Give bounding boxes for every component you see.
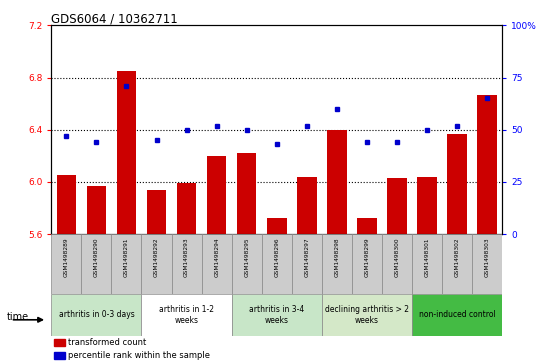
Bar [147, 190, 166, 234]
Bar [117, 71, 136, 234]
Text: arthritis in 3-4
weeks: arthritis in 3-4 weeks [249, 305, 305, 325]
Bar [327, 130, 347, 234]
Bar [201, 234, 232, 294]
Text: non-induced control: non-induced control [418, 310, 496, 319]
Text: GSM1498297: GSM1498297 [305, 237, 309, 277]
Text: GSM1498301: GSM1498301 [424, 237, 429, 277]
Bar [412, 294, 502, 336]
Bar [357, 219, 377, 234]
Text: GSM1498298: GSM1498298 [334, 237, 339, 277]
Text: GSM1498291: GSM1498291 [124, 237, 129, 277]
Bar [57, 175, 76, 234]
Text: GSM1498289: GSM1498289 [64, 237, 69, 277]
Bar [322, 234, 352, 294]
Text: GSM1498302: GSM1498302 [455, 237, 460, 277]
Bar [53, 352, 65, 359]
Text: GSM1498290: GSM1498290 [94, 237, 99, 277]
Bar [442, 234, 472, 294]
Bar [232, 234, 262, 294]
Text: GDS6064 / 10362711: GDS6064 / 10362711 [51, 12, 178, 25]
Bar [237, 153, 256, 234]
Bar [51, 234, 82, 294]
Bar [51, 294, 141, 336]
Text: GSM1498292: GSM1498292 [154, 237, 159, 277]
Text: GSM1498293: GSM1498293 [184, 237, 189, 277]
Bar [177, 183, 197, 234]
Bar [297, 177, 316, 234]
Bar [292, 234, 322, 294]
Bar [141, 234, 172, 294]
Text: declining arthritis > 2
weeks: declining arthritis > 2 weeks [325, 305, 409, 325]
Text: GSM1498295: GSM1498295 [244, 237, 249, 277]
Bar [322, 294, 412, 336]
Bar [172, 234, 201, 294]
Bar [382, 234, 412, 294]
Bar [417, 177, 437, 234]
Text: GSM1498303: GSM1498303 [485, 237, 490, 277]
Bar [267, 219, 287, 234]
Bar [86, 186, 106, 234]
Text: transformed count: transformed count [69, 338, 147, 347]
Text: GSM1498294: GSM1498294 [214, 237, 219, 277]
Bar [232, 294, 322, 336]
Text: GSM1498299: GSM1498299 [364, 237, 369, 277]
Text: GSM1498300: GSM1498300 [395, 237, 400, 277]
Bar [387, 178, 407, 234]
Bar [111, 234, 141, 294]
Bar [477, 94, 497, 234]
Text: arthritis in 1-2
weeks: arthritis in 1-2 weeks [159, 305, 214, 325]
Bar [352, 234, 382, 294]
Bar [82, 234, 111, 294]
Bar [447, 134, 467, 234]
Bar [472, 234, 502, 294]
Bar [141, 294, 232, 336]
Bar [262, 234, 292, 294]
Text: time: time [6, 312, 29, 322]
Bar [207, 156, 226, 234]
Bar [53, 339, 65, 346]
Text: percentile rank within the sample: percentile rank within the sample [69, 351, 211, 360]
Bar [412, 234, 442, 294]
Text: arthritis in 0-3 days: arthritis in 0-3 days [58, 310, 134, 319]
Text: GSM1498296: GSM1498296 [274, 237, 279, 277]
